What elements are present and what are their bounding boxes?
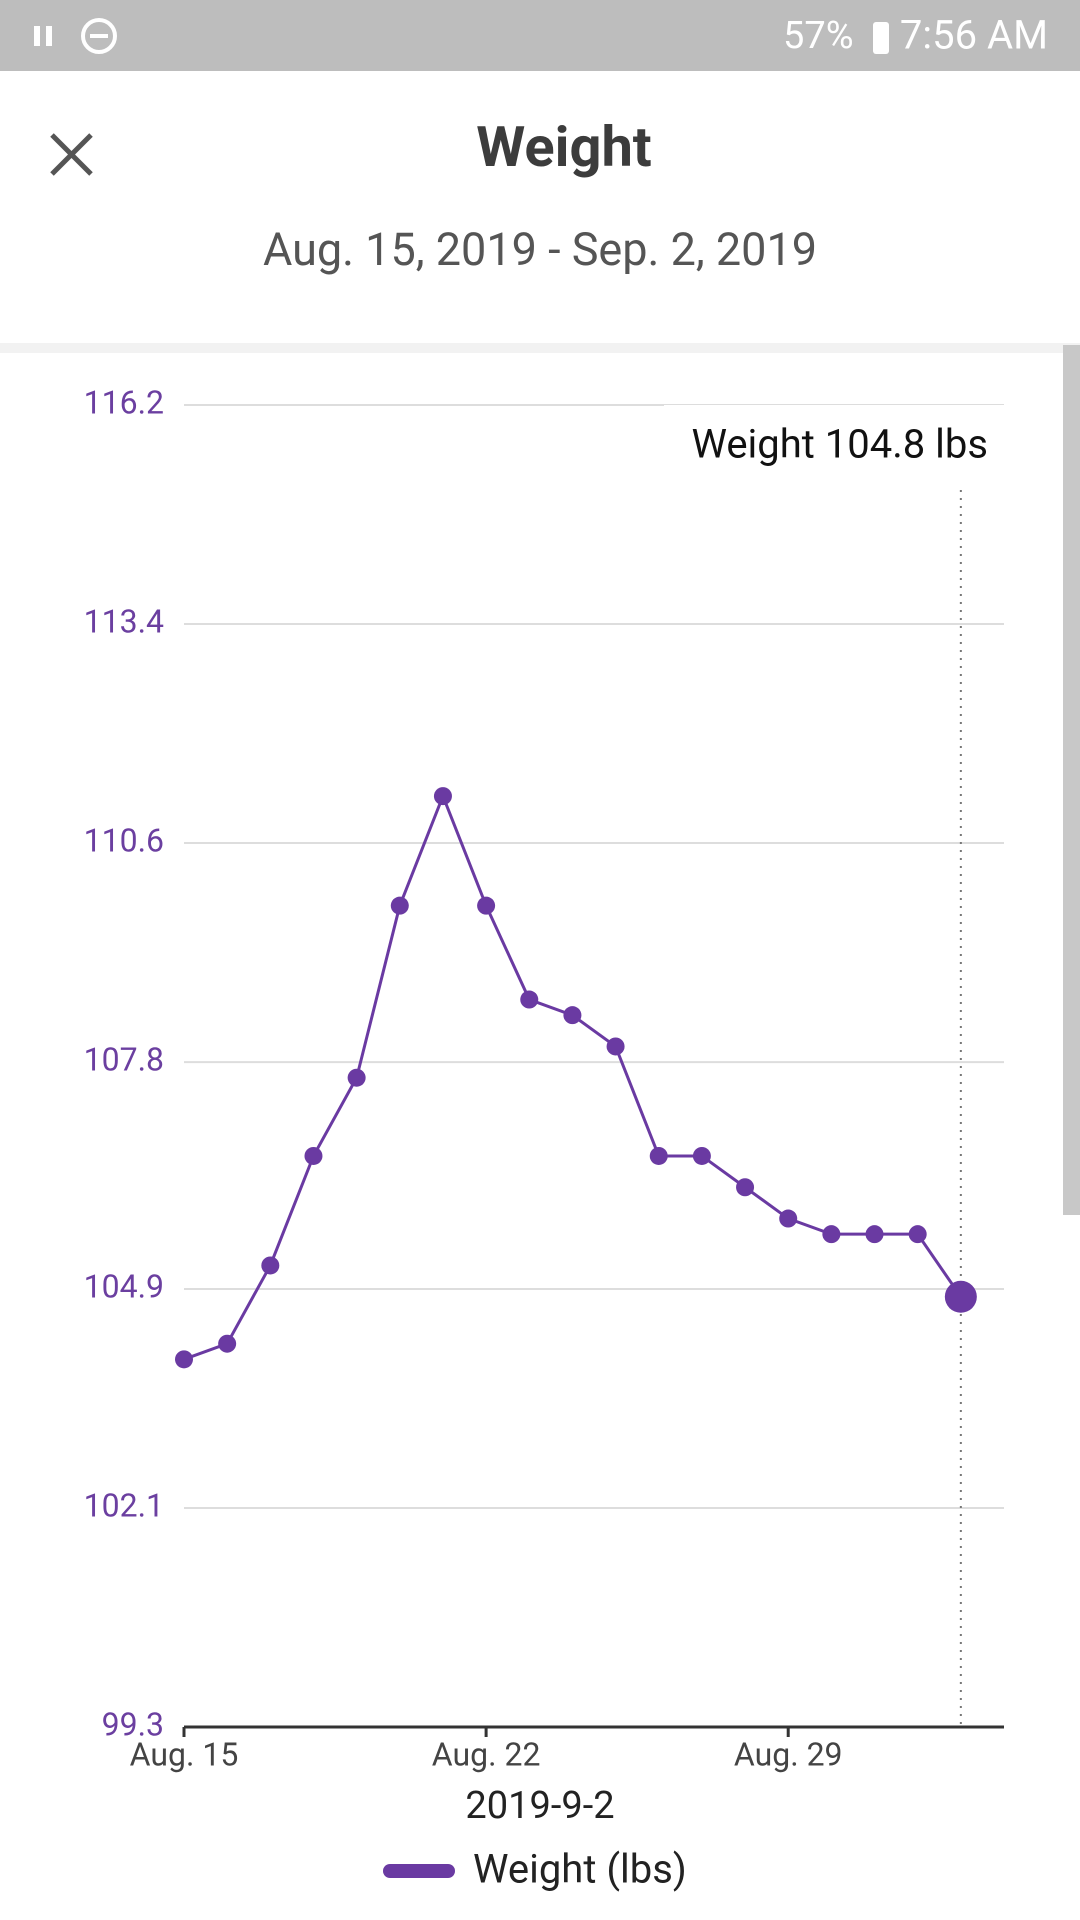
status-bar (0, 0, 1080, 71)
tooltip: Weight 104.8 lbs (691, 421, 988, 468)
data-point (736, 1178, 755, 1197)
battery-icon (873, 22, 889, 54)
close-icon[interactable] (50, 133, 93, 176)
y-tick-label: 113.4 (84, 602, 164, 640)
y-tick-label: 102.1 (84, 1486, 164, 1524)
scrollbar[interactable] (1063, 345, 1080, 1215)
x-axis-label: 2019-9-2 (465, 1784, 614, 1828)
dnd-icon (81, 18, 117, 54)
data-point (175, 1350, 193, 1369)
data-point (261, 1256, 280, 1275)
battery-level: 57% (783, 14, 854, 58)
data-point (822, 1225, 841, 1244)
clock: 7:56 AM (900, 12, 1048, 59)
data-point (606, 1037, 625, 1056)
data-point (218, 1334, 237, 1353)
y-tick-label: 107.8 (84, 1041, 164, 1079)
data-point (908, 1225, 927, 1244)
data-point (563, 1006, 582, 1025)
data-point (944, 1280, 977, 1313)
data-point (477, 896, 496, 915)
y-tick-label: 99.3 (102, 1705, 164, 1743)
data-point (304, 1146, 323, 1165)
data-point (433, 787, 452, 806)
legend-label: Weight (lbs) (473, 1846, 687, 1893)
data-point (649, 1146, 668, 1165)
data-point (520, 990, 539, 1009)
legend-swatch (383, 1864, 455, 1878)
subtitle: Aug. 15, 2019 - Sep. 2, 2019 (263, 223, 817, 276)
x-tick-label: Aug. 29 (734, 1735, 843, 1773)
pause-icon (34, 26, 40, 46)
y-tick-label: 110.6 (84, 822, 164, 860)
title: Weight (476, 114, 652, 180)
close-button[interactable] (50, 133, 93, 176)
data-point (692, 1146, 711, 1165)
data-point (865, 1225, 884, 1244)
x-tick-label: Aug. 22 (432, 1735, 541, 1773)
x-tick-label: Aug. 15 (130, 1735, 239, 1773)
y-tick-label: 104.9 (84, 1267, 164, 1305)
data-point (347, 1068, 366, 1087)
pause-icon (46, 26, 52, 46)
header-shadow (0, 343, 1080, 353)
y-tick-label: 116.2 (84, 383, 164, 421)
data-point (390, 896, 409, 915)
header (0, 71, 1080, 343)
series-line (183, 792, 963, 1361)
tooltip-box (664, 405, 1004, 490)
data-point (779, 1209, 798, 1228)
